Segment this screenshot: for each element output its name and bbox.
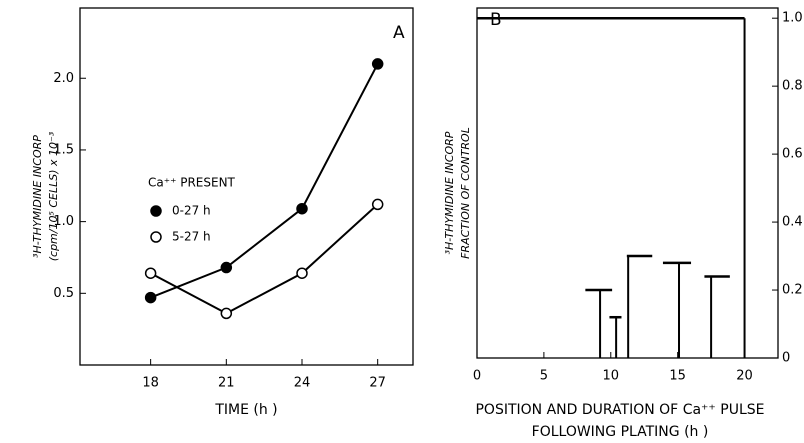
y-tick-label: 0.4	[782, 215, 803, 230]
y-tick-label: 1.0	[53, 214, 74, 229]
x-tick-label: 5	[540, 369, 548, 384]
series-line	[150, 203, 379, 315]
legend-title: Ca⁺⁺ PRESENT	[148, 176, 236, 190]
x-tick-label: 15	[669, 369, 686, 384]
y-axis-label: ³H-THYMIDINE INCORP	[443, 131, 456, 254]
x-tick-label: 21	[218, 376, 235, 391]
x-tick-label: 18	[142, 376, 159, 391]
data-point	[296, 267, 308, 279]
legend-marker	[150, 231, 162, 243]
x-axis-label: TIME (h )	[214, 402, 277, 418]
x-tick-label: 10	[603, 369, 620, 384]
data-point	[220, 261, 233, 274]
legend-label: 5-27 h	[172, 230, 211, 244]
y-tick-label: 0	[782, 351, 790, 366]
panel-label: A	[393, 23, 405, 43]
x-axis-label: FOLLOWING PLATING (h )	[532, 424, 709, 440]
y-tick-label: 0.6	[782, 147, 803, 162]
data-point	[144, 267, 157, 279]
y-tick-label: 2.0	[53, 71, 74, 86]
x-tick-label: 0	[473, 369, 481, 384]
y-axis-label: FRACTION OF CONTROL	[459, 127, 472, 259]
y-tick-label: 0.5	[53, 286, 74, 301]
y-axis-label: (cpm/10⁵ CELLS) x 10⁻³	[47, 131, 60, 261]
data-point	[371, 58, 384, 70]
data-point	[144, 291, 157, 304]
legend-marker	[150, 205, 162, 217]
panel-label: B	[490, 10, 502, 30]
x-tick-label: 20	[736, 369, 753, 384]
data-point	[296, 202, 308, 215]
x-tick-label: 27	[369, 376, 386, 391]
data-point	[371, 198, 384, 211]
data-point	[220, 307, 233, 320]
plot-frame	[79, 7, 414, 366]
x-axis-label: POSITION AND DURATION OF Ca⁺⁺ PULSE	[475, 402, 764, 418]
y-tick-label: 0.8	[782, 79, 803, 94]
y-axis-label: ³H-THYMIDINE INCORP	[31, 135, 44, 258]
y-tick-label: 1.5	[53, 142, 74, 157]
series-line	[150, 63, 379, 299]
legend-label: 0-27 h	[172, 204, 211, 218]
y-tick-label: 1.0	[782, 11, 803, 26]
x-tick-label: 24	[294, 376, 311, 391]
y-tick-label: 0.2	[782, 283, 803, 298]
